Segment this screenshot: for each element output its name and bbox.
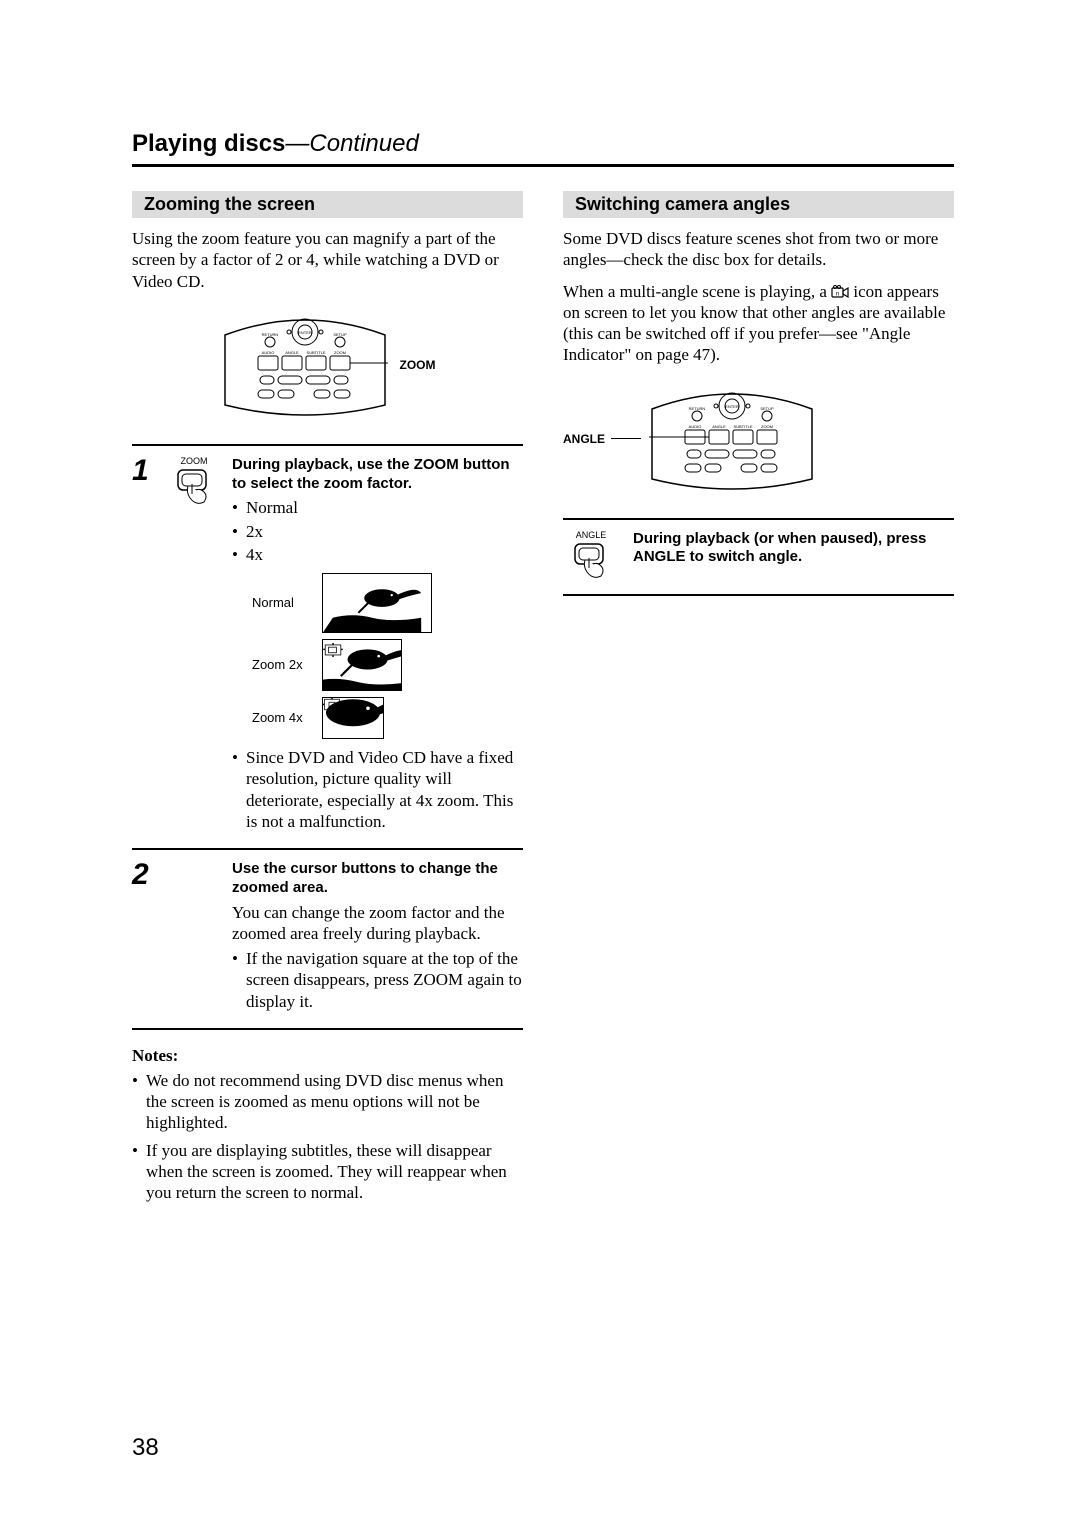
svg-text:SUBTITLE: SUBTITLE (306, 350, 325, 355)
svg-text:SETUP: SETUP (333, 332, 347, 337)
section-heading-angle: Switching camera angles (563, 191, 954, 218)
svg-text:RETURN: RETURN (261, 332, 278, 337)
press-button-icon (571, 542, 611, 582)
page-title: Playing discs—Continued (132, 130, 954, 167)
remote-icon: ENTER RETURN SETUP AUDIO ANGLE SUBTITLE … (220, 310, 390, 420)
angle-step-heading: During playback (or when paused), press … (633, 530, 954, 568)
step-body: During playback, use the ZOOM button to … (232, 456, 523, 836)
step-1-heading: During playback, use the ZOOM button to … (232, 456, 523, 494)
notes-list: We do not recommend using DVD disc menus… (132, 1070, 523, 1204)
zoom-step-1: 1 ZOOM During playback, use the ZOOM but… (132, 446, 523, 850)
svg-text:ZOOM: ZOOM (761, 424, 773, 429)
right-column: Switching camera angles Some DVD discs f… (563, 191, 954, 1209)
zoom-level: 4x (232, 544, 523, 565)
page-content: Playing discs—Continued Zooming the scre… (132, 130, 954, 1209)
remote-label-zoom: ZOOM (400, 358, 436, 372)
notes-heading: Notes: (132, 1046, 523, 1066)
svg-text:RETURN: RETURN (689, 406, 706, 411)
zoom-intro-text: Using the zoom feature you can magnify a… (132, 228, 523, 292)
svg-text:SETUP: SETUP (760, 406, 774, 411)
angle-p1: Some DVD discs feature scenes shot from … (563, 228, 954, 271)
svg-text:ANGLE: ANGLE (712, 424, 726, 429)
svg-text:ANGLE: ANGLE (285, 350, 299, 355)
zoom-figure-4x (322, 697, 384, 739)
angle-button-icon: ANGLE (563, 530, 619, 582)
remote-icon: ENTER RETURN SETUP AUDIO ANGLE SUBTITLE … (647, 384, 817, 494)
svg-text:n: n (836, 291, 839, 297)
zoom-figure-label: Zoom 2x (252, 657, 314, 673)
step-2-bullets: If the navigation square at the top of t… (232, 948, 523, 1012)
step-1-note: Since DVD and Video CD have a fixed reso… (232, 747, 523, 832)
zoom-figure-row: Zoom 4x (252, 697, 523, 739)
zoom-button-icon-label: ZOOM (181, 456, 208, 466)
zoom-steps: 1 ZOOM During playback, use the ZOOM but… (132, 444, 523, 1030)
step-2-body: You can change the zoom factor and the z… (232, 902, 523, 945)
page-title-continued: —Continued (285, 130, 418, 157)
angle-p2a: When a multi-angle scene is playing, a (563, 282, 831, 301)
zoom-figure-2x (322, 639, 402, 691)
note-item: If you are displaying subtitles, these w… (132, 1140, 523, 1204)
svg-text:SUBTITLE: SUBTITLE (733, 424, 752, 429)
step-number: 1 (132, 456, 156, 486)
remote-label-angle: ANGLE (563, 432, 605, 446)
zoom-levels-list: Normal 2x 4x (232, 497, 523, 565)
zoom-level: Normal (232, 497, 523, 518)
columns: Zooming the screen Using the zoom featur… (132, 191, 954, 1209)
svg-text:AUDIO: AUDIO (261, 350, 274, 355)
page-title-main: Playing discs (132, 130, 285, 157)
svg-text:ZOOM: ZOOM (334, 350, 346, 355)
step-body: Use the cursor buttons to change the zoo… (232, 860, 523, 1016)
angle-step-body: During playback (or when paused), press … (633, 530, 954, 572)
step-2-heading: Use the cursor buttons to change the zoo… (232, 860, 523, 898)
camera-angle-icon: n (831, 285, 849, 299)
zoom-figure-row: Normal (252, 573, 523, 633)
angle-step: ANGLE During playback (or when paused), … (563, 518, 954, 596)
zoom-figures: Normal (252, 573, 523, 739)
lead-line (611, 438, 641, 439)
zoom-step-2: 2 Use the cursor buttons to change the z… (132, 850, 523, 1030)
step-1-note-list: Since DVD and Video CD have a fixed reso… (232, 747, 523, 832)
angle-button-icon-label: ANGLE (576, 530, 607, 540)
zoom-button-icon: ZOOM (170, 456, 218, 508)
svg-text:AUDIO: AUDIO (689, 424, 702, 429)
step-2-bullet: If the navigation square at the top of t… (232, 948, 523, 1012)
svg-text:ENTER: ENTER (298, 330, 312, 335)
page-number: 38 (132, 1434, 159, 1462)
left-column: Zooming the screen Using the zoom featur… (132, 191, 523, 1209)
zoom-level: 2x (232, 521, 523, 542)
zoom-figure-label: Zoom 4x (252, 710, 314, 726)
note-item: We do not recommend using DVD disc menus… (132, 1070, 523, 1134)
step-number: 2 (132, 860, 156, 890)
remote-diagram-angle: ANGLE ENTER RETURN SETUP AUDIO ANGLE (563, 384, 954, 494)
zoom-figure-label: Normal (252, 595, 314, 611)
svg-text:ENTER: ENTER (725, 404, 739, 409)
zoom-figure-normal (322, 573, 432, 633)
remote-diagram-zoom: ENTER RETURN SETUP AUDIO ANGLE SUBTITLE … (132, 310, 523, 420)
press-button-icon (174, 468, 214, 508)
angle-p2: When a multi-angle scene is playing, a n… (563, 281, 954, 366)
section-heading-zoom: Zooming the screen (132, 191, 523, 218)
zoom-figure-row: Zoom 2x (252, 639, 523, 691)
